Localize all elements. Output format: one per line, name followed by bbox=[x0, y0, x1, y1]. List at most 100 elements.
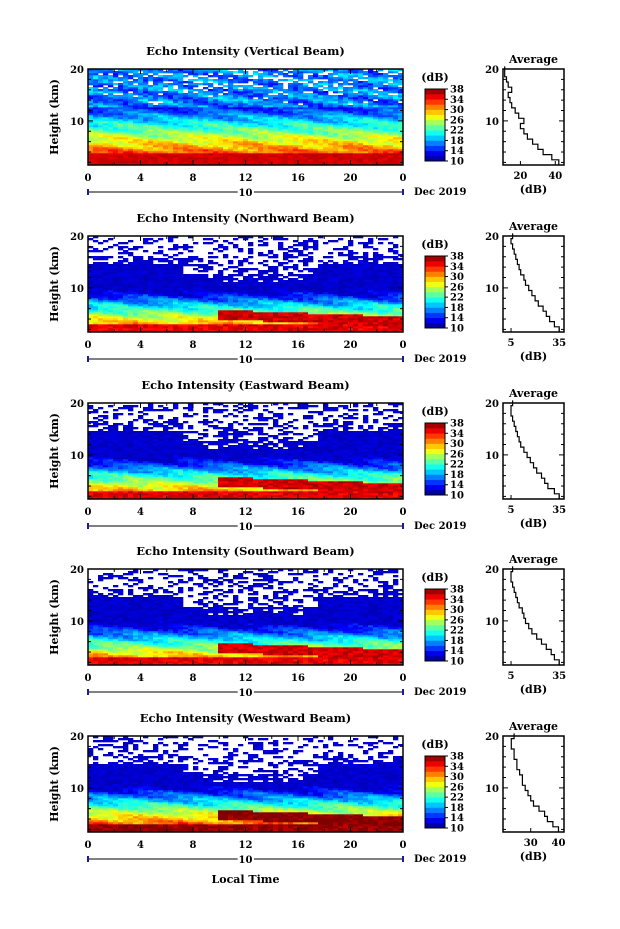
heatmap-cell bbox=[398, 75, 404, 78]
heatmap-cell bbox=[358, 103, 364, 106]
heatmap-cell bbox=[118, 107, 124, 110]
heatmap-cell bbox=[118, 123, 124, 126]
heatmap-cell bbox=[98, 262, 104, 265]
heatmap-cell bbox=[168, 113, 174, 116]
heatmap-cell bbox=[93, 147, 99, 150]
heatmap-cell bbox=[103, 320, 109, 323]
heatmap-cell bbox=[258, 133, 264, 136]
heatmap-cell bbox=[148, 151, 154, 154]
heatmap-cell bbox=[208, 268, 214, 271]
heatmap-cell bbox=[153, 131, 159, 134]
heatmap-cell bbox=[373, 139, 379, 142]
heatmap-cell bbox=[113, 151, 119, 154]
heatmap-cell bbox=[163, 278, 169, 281]
heatmap-cell bbox=[208, 163, 214, 166]
heatmap-cell bbox=[228, 290, 234, 293]
heatmap-cell bbox=[238, 292, 244, 295]
heatmap-cell bbox=[138, 129, 144, 132]
heatmap-cell bbox=[173, 316, 179, 319]
heatmap-cell bbox=[143, 155, 149, 158]
heatmap-cell bbox=[308, 131, 314, 134]
heatmap-cell bbox=[193, 151, 199, 154]
heatmap-cell bbox=[348, 282, 354, 285]
heatmap-cell bbox=[118, 83, 124, 86]
heatmap-cell bbox=[228, 318, 234, 321]
heatmap-cell bbox=[388, 109, 394, 112]
colorbar-tick-label: 30 bbox=[450, 105, 464, 116]
heatmap-cell bbox=[323, 298, 329, 301]
heatmap-cell bbox=[283, 129, 289, 132]
heatmap-cell bbox=[338, 254, 344, 257]
heatmap-cell bbox=[203, 300, 209, 303]
heatmap-cell bbox=[163, 141, 169, 144]
heatmap-cell bbox=[323, 149, 329, 152]
heatmap-cell bbox=[123, 328, 129, 331]
heatmap-cell bbox=[373, 83, 379, 86]
heatmap-cell bbox=[308, 290, 314, 293]
heatmap-cell bbox=[383, 121, 389, 124]
heatmap-cell bbox=[198, 151, 204, 154]
heatmap-cell bbox=[233, 328, 239, 331]
heatmap-cell bbox=[278, 302, 284, 305]
heatmap-cell bbox=[358, 318, 364, 321]
heatmap-cell bbox=[198, 71, 204, 74]
heatmap-cell bbox=[263, 127, 269, 130]
heatmap-cell bbox=[328, 157, 334, 160]
heatmap-cell bbox=[323, 77, 329, 80]
heatmap-cells bbox=[88, 69, 404, 166]
heatmap-cell bbox=[133, 93, 139, 96]
heatmap-cell bbox=[328, 298, 334, 301]
heatmap-cell bbox=[143, 250, 149, 253]
heatmap-cell bbox=[353, 109, 359, 112]
heatmap-cell bbox=[238, 93, 244, 96]
heatmap-cell bbox=[198, 137, 204, 140]
heatmap-cell bbox=[193, 139, 199, 142]
heatmap-cell bbox=[273, 157, 279, 160]
heatmap-cell bbox=[133, 314, 139, 317]
heatmap-cell bbox=[163, 109, 169, 112]
heatmap-cell bbox=[348, 274, 354, 277]
heatmap-cell bbox=[193, 308, 199, 311]
heatmap-cell bbox=[173, 149, 179, 152]
heatmap-cell bbox=[153, 149, 159, 152]
heatmap-cell bbox=[298, 284, 304, 287]
heatmap-cell bbox=[148, 324, 154, 327]
heatmap-cell bbox=[213, 93, 219, 96]
heatmap-cell bbox=[308, 296, 314, 299]
heatmap-cell bbox=[308, 318, 314, 321]
heatmap-cell bbox=[268, 115, 274, 118]
heatmap-cell bbox=[278, 101, 284, 104]
heatmap-cell bbox=[153, 115, 159, 118]
heatmap-cell bbox=[333, 324, 339, 327]
heatmap-cell bbox=[393, 127, 399, 130]
heatmap-cell bbox=[168, 320, 174, 323]
heatmap-cell bbox=[393, 153, 399, 156]
heatmap-cell bbox=[263, 137, 269, 140]
heatmap-cell bbox=[193, 312, 199, 315]
heatmap-cell bbox=[163, 83, 169, 86]
heatmap-cell bbox=[298, 117, 304, 120]
heatmap-cell bbox=[298, 141, 304, 144]
heatmap-cell bbox=[123, 129, 129, 132]
heatmap-cell bbox=[243, 284, 249, 287]
heatmap-cell bbox=[378, 87, 384, 90]
heatmap-cell bbox=[328, 79, 334, 82]
heatmap-cell bbox=[118, 121, 124, 124]
heatmap-cell bbox=[188, 308, 194, 311]
heatmap-cell bbox=[348, 101, 354, 104]
heatmap-cell bbox=[208, 278, 214, 281]
heatmap-cell bbox=[303, 161, 309, 164]
heatmap-cell bbox=[258, 97, 264, 100]
heatmap-cell bbox=[223, 320, 229, 323]
heatmap-cell bbox=[238, 109, 244, 112]
heatmap-cell bbox=[108, 111, 114, 114]
heatmap-cell bbox=[253, 127, 259, 130]
heatmap-cell bbox=[283, 292, 289, 295]
heatmap-cell bbox=[218, 286, 224, 289]
heatmap-cell bbox=[188, 163, 194, 166]
heatmap-cell bbox=[113, 83, 119, 86]
heatmap-cell bbox=[388, 159, 394, 162]
heatmap-cell bbox=[193, 326, 199, 329]
heatmap-cell bbox=[163, 274, 169, 277]
heatmap-cell bbox=[118, 302, 124, 305]
